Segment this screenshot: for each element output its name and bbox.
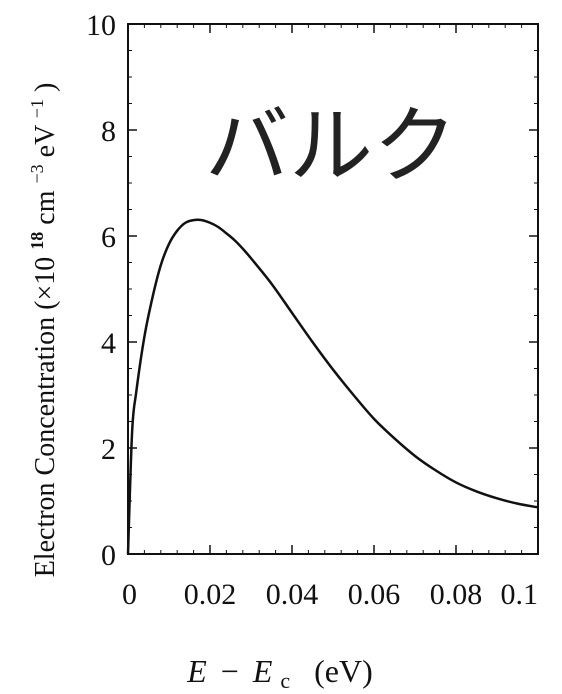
y-tick-label: 10 xyxy=(86,9,116,42)
series-line-0 xyxy=(126,218,539,555)
y-tick-label: 0 xyxy=(101,539,116,572)
x-tick-label: 0.1 xyxy=(501,578,539,611)
tick-marks xyxy=(127,23,539,555)
x-tick-label: 0.02 xyxy=(184,578,237,611)
y-tick-labels: 0 2 4 6 8 10 xyxy=(86,9,116,572)
x-tick-labels: 0 0.02 0.04 0.06 0.08 0.1 xyxy=(122,578,538,611)
y-tick-label: 8 xyxy=(101,115,116,148)
x-tick-label: 0.06 xyxy=(348,578,401,611)
x-tick-label: 0 xyxy=(122,578,137,611)
x-tick-label: 0.04 xyxy=(266,578,319,611)
y-tick-label: 2 xyxy=(101,433,116,466)
y-tick-label: 4 xyxy=(101,327,116,360)
overlay-label: バルク xyxy=(205,97,457,195)
y-tick-label: 6 xyxy=(101,221,116,254)
x-tick-label: 0.08 xyxy=(430,578,483,611)
series-group xyxy=(126,218,539,555)
y-axis-title: Electron Concentration (×10 18 cm −3 eV … xyxy=(19,83,61,578)
x-axis-title: E − E c (eV) xyxy=(186,653,373,694)
